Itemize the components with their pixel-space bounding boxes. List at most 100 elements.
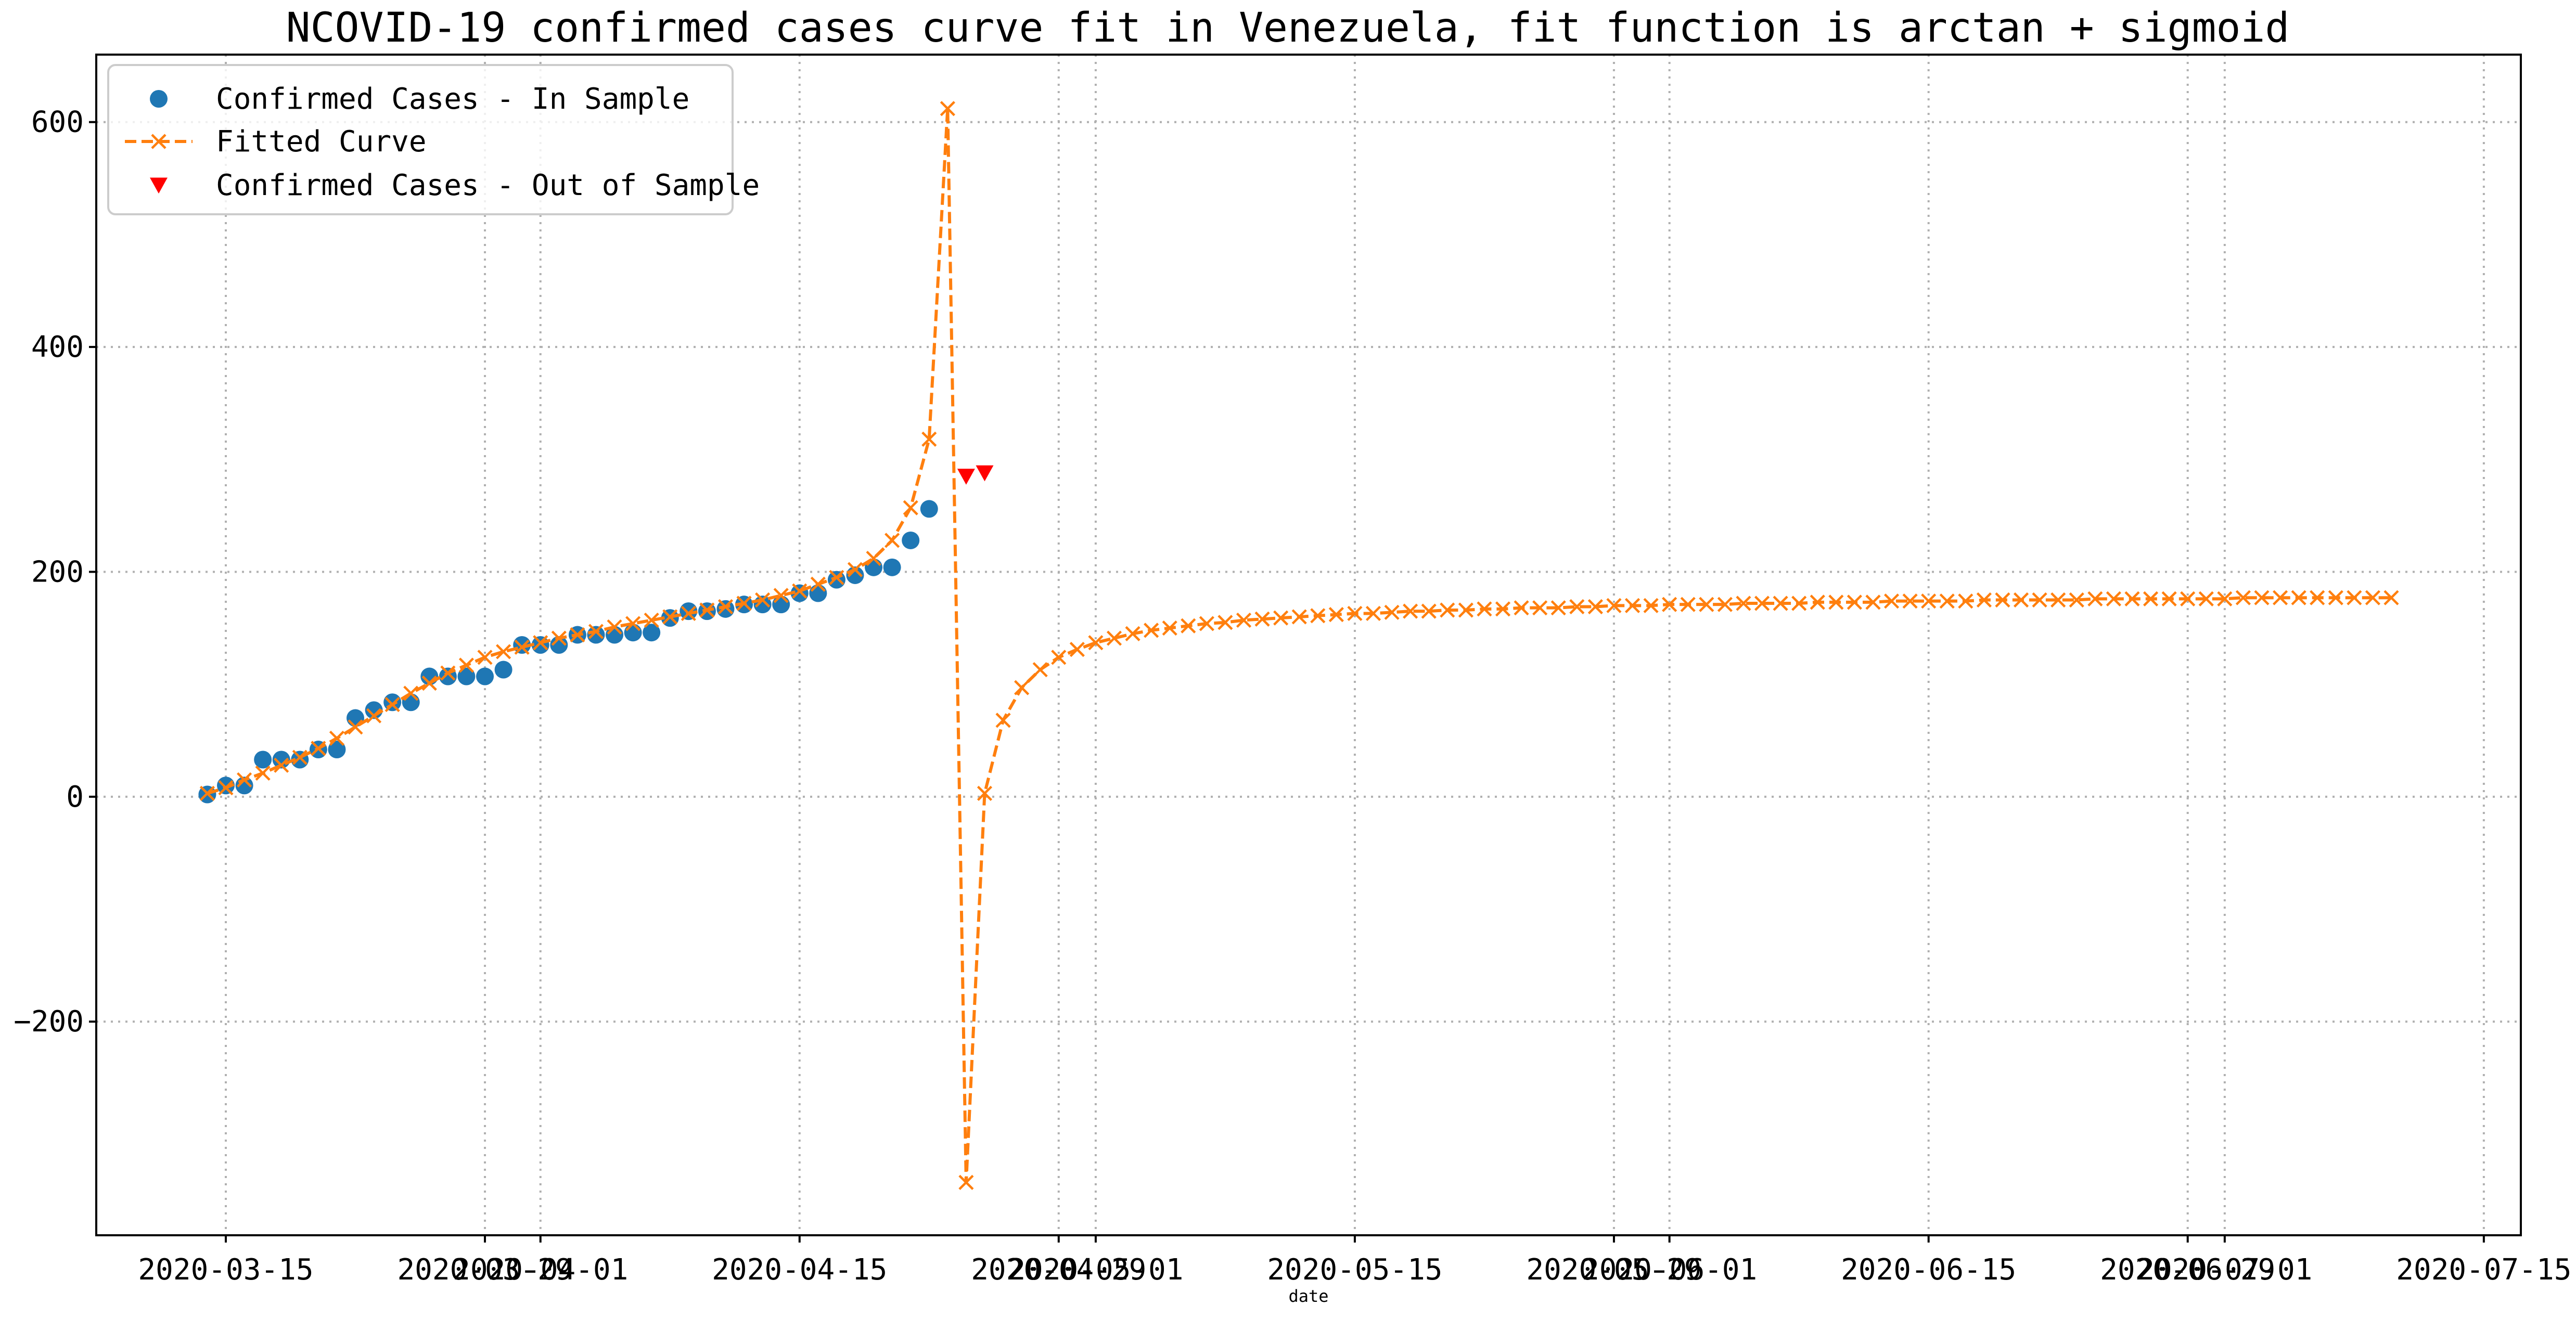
- fitted-curve-point: [2106, 591, 2121, 606]
- fitted-curve-point: [1365, 605, 1381, 622]
- fitted-curve-point: [1014, 680, 1030, 695]
- x-marker-stroke: [1032, 662, 1048, 678]
- x-marker-stroke: [1236, 612, 1252, 628]
- fitted-curve-point: [1328, 607, 1344, 623]
- fitted-curve-point: [1440, 602, 1455, 618]
- fitted-curve-point: [2272, 590, 2288, 605]
- data-point-in-sample: [550, 636, 568, 654]
- fitted-curve-point: [1199, 616, 1214, 631]
- x-marker-stroke: [1883, 593, 1900, 609]
- plot-series: [198, 101, 2399, 1190]
- x-marker-stroke: [1921, 593, 1937, 609]
- fitted-curve-point: [1421, 603, 1437, 619]
- fitted-curve-point: [2161, 591, 2177, 606]
- y-axis-ticks: −200 0 200 400 600: [14, 106, 96, 1039]
- fitted-curve-point: [1699, 597, 1714, 612]
- fitted-curve-point: [1921, 593, 1937, 609]
- x-marker-stroke: [1717, 597, 1733, 612]
- fitted-curve-point: [1958, 593, 1973, 609]
- x-marker-stroke: [255, 765, 271, 781]
- fitted-curve-point: [1088, 635, 1104, 651]
- y-tick-label: 600: [31, 106, 84, 139]
- fitted-curve-point: [1847, 594, 1862, 610]
- fitted-curve-point: [644, 612, 659, 628]
- fitted-curve-point: [940, 101, 955, 117]
- x-marker-stroke: [458, 657, 475, 673]
- fitted-curve-point: [1032, 662, 1048, 678]
- x-marker-stroke: [1403, 603, 1418, 619]
- x-marker-stroke: [1495, 601, 1511, 617]
- fitted-curve-point: [2365, 590, 2381, 605]
- fitted-curve-point: [366, 708, 382, 723]
- fitted-curve-point: [1624, 598, 1641, 613]
- fitted-curve-point: [2328, 590, 2343, 605]
- fitted-curve-point: [2013, 592, 2029, 608]
- fitted-curve-point: [2235, 590, 2251, 605]
- x-marker-stroke: [1662, 597, 1677, 612]
- x-marker-stroke: [1347, 605, 1363, 622]
- legend-marker-fitted: [151, 134, 166, 149]
- fitted-curve-point: [2087, 591, 2103, 606]
- fitted-curve-point: [1550, 600, 1566, 616]
- fitted-curve-point: [385, 696, 400, 713]
- x-marker-stroke: [1569, 599, 1585, 615]
- data-point-in-sample: [827, 571, 845, 589]
- x-marker-stroke: [2365, 590, 2381, 605]
- data-point-in-sample: [680, 602, 698, 620]
- fitted-curve-point: [717, 599, 734, 615]
- fitted-curve-point: [681, 605, 696, 622]
- x-marker-stroke: [1217, 615, 1233, 630]
- fitted-curve-point: [2069, 592, 2084, 608]
- x-tick-label: 2020-06-15: [1841, 1253, 2016, 1287]
- x-marker-stroke: [2383, 590, 2399, 605]
- fitted-curve-point: [1051, 650, 1067, 665]
- x-axis-label: date: [1288, 1286, 1328, 1306]
- fitted-curve-point: [995, 713, 1011, 728]
- x-marker-stroke: [1902, 593, 1918, 609]
- x-marker-stroke: [2347, 590, 2362, 605]
- fitted-curve-point: [792, 583, 808, 599]
- x-marker-stroke: [792, 583, 808, 599]
- x-marker-stroke: [1865, 594, 1881, 610]
- x-marker-stroke: [1828, 594, 1844, 610]
- x-marker-stroke: [977, 785, 993, 801]
- x-marker-stroke: [1532, 600, 1548, 616]
- data-point-in-sample: [494, 661, 512, 679]
- data-point-in-sample: [328, 741, 346, 759]
- data-point-in-sample: [254, 751, 272, 769]
- chart-title: NCOVID-19 confirmed cases curve fit in V…: [286, 5, 2290, 51]
- fitted-curve-point: [1217, 615, 1233, 630]
- fitted-curve-point: [977, 785, 993, 801]
- x-marker-stroke: [995, 713, 1011, 728]
- x-marker-stroke: [2050, 592, 2066, 608]
- x-marker-stroke: [329, 730, 345, 746]
- fitted-curve-point: [292, 749, 307, 765]
- x-marker-stroke: [2310, 590, 2325, 605]
- fitted-curve-point: [458, 657, 475, 673]
- fitted-curve-point: [625, 616, 641, 631]
- x-marker-stroke: [1699, 597, 1714, 612]
- plot-frame: [95, 54, 2522, 1236]
- fitted-curve-point: [1181, 618, 1196, 633]
- fitted-curve-point: [1532, 600, 1548, 616]
- x-marker-stroke: [1458, 602, 1473, 618]
- x-tick-label: 2020-05-01: [1008, 1253, 1183, 1287]
- x-marker-stroke: [385, 696, 400, 713]
- fitted-curve-point: [2198, 591, 2214, 606]
- fitted-curve-point: [329, 730, 345, 746]
- fitted-curve-point: [903, 500, 918, 515]
- fitted-curve-point: [810, 576, 826, 592]
- x-tick-label: 2020-06-29: [2100, 1253, 2275, 1287]
- x-marker-stroke: [2143, 591, 2159, 606]
- x-marker-stroke: [1291, 609, 1307, 625]
- x-marker-stroke: [199, 785, 215, 801]
- fitted-curve-point: [1236, 612, 1252, 628]
- fitted-curve-point: [699, 602, 715, 618]
- data-point-in-sample: [217, 777, 235, 795]
- x-marker-stroke: [736, 596, 752, 611]
- legend-marker-out-of-sample: [150, 177, 168, 194]
- fitted-curve-point: [1587, 599, 1603, 615]
- fitted-curve-point: [2050, 592, 2066, 608]
- x-marker-stroke: [2235, 590, 2251, 605]
